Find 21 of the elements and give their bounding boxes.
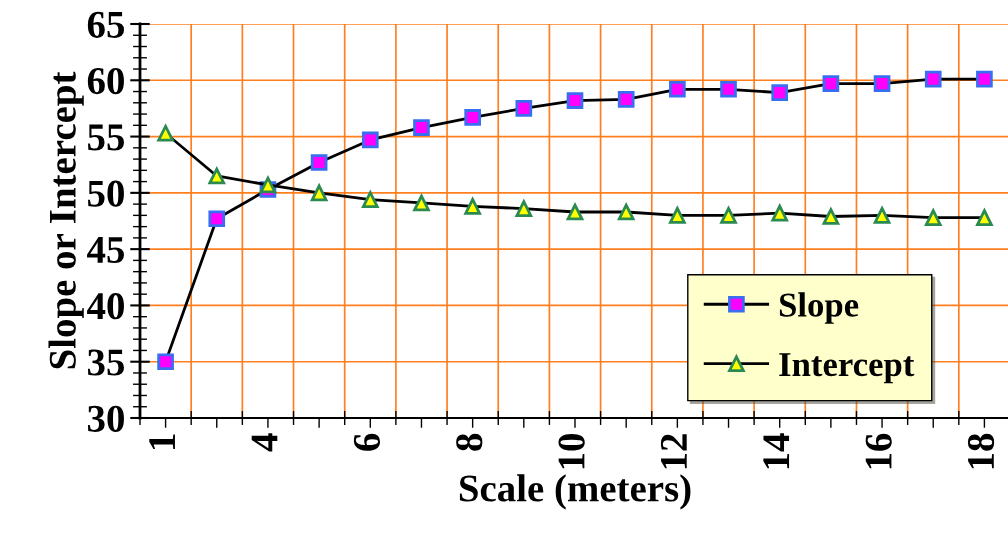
y-tick-label: 40 <box>87 293 124 320</box>
y-tick-label: 60 <box>87 67 124 95</box>
y-tick-label: 50 <box>88 180 124 207</box>
x-tick-label: 4 <box>251 433 278 452</box>
x-tick-label: 18 <box>967 433 995 469</box>
x-tick-label: 10 <box>558 434 585 469</box>
y-tick-label: 35 <box>87 349 124 376</box>
y-tick-label: 30 <box>87 405 124 432</box>
x-tick-label: 6 <box>353 433 381 451</box>
x-tick-label: 12 <box>660 434 687 469</box>
y-tick-label: 65 <box>87 11 124 38</box>
y-axis-title: Slope or Intercept <box>48 71 84 369</box>
y-tick-label: 45 <box>87 237 124 264</box>
x-tick-label: 1 <box>149 434 175 449</box>
y-tick-label: 55 <box>88 124 124 151</box>
x-tick-label: 8 <box>456 433 483 451</box>
legend-label: Intercept <box>779 353 915 384</box>
legend-label: Slope <box>779 292 859 324</box>
x-axis-title: Scale (meters) <box>459 474 691 510</box>
x-tick-label: 16 <box>865 433 892 469</box>
x-tick-label: 14 <box>763 433 790 469</box>
